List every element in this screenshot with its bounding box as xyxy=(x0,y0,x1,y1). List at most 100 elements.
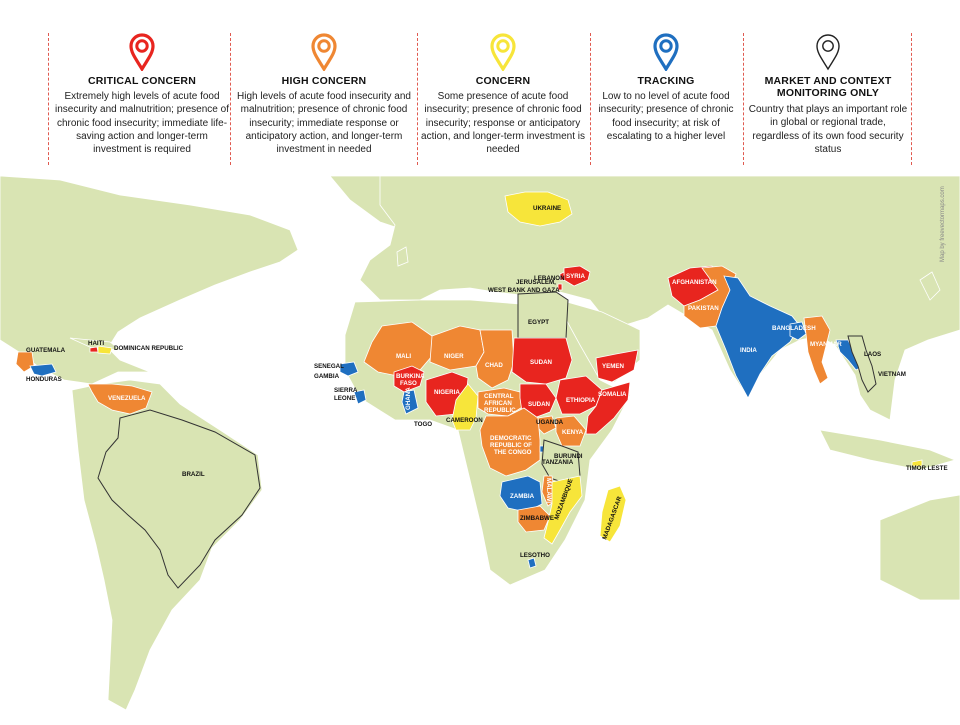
country-central-african-republic xyxy=(477,387,525,417)
label-vietnam: VIETNAM xyxy=(878,371,906,378)
country-burkina-faso xyxy=(393,365,425,393)
legend-title: CONCERN xyxy=(475,75,531,87)
australia xyxy=(879,494,960,601)
label-zambia: ZAMBIA xyxy=(510,493,535,500)
label-togo: TOGO xyxy=(414,421,432,428)
legend-separator xyxy=(417,33,418,165)
legend-description: Low to no level of acute food insecurity… xyxy=(598,91,734,142)
legend-description: High levels of acute food insecurity and… xyxy=(237,91,411,156)
legend-title: HIGH CONCERN xyxy=(281,75,367,87)
legend-separator xyxy=(230,33,231,165)
label-zimbabwe: ZIMBABWE xyxy=(520,515,554,522)
label-gambia: GAMBIA xyxy=(314,373,340,380)
label-burundi: BURUNDI xyxy=(554,453,583,460)
label-west-bank-gaza: WEST BANK AND GAZA xyxy=(488,287,560,294)
legend-title: CRITICAL CONCERN xyxy=(87,75,196,87)
label-laos: LAOS xyxy=(864,351,881,358)
indonesia xyxy=(819,429,957,471)
country-ghana xyxy=(401,389,419,415)
label-syria: SYRIA xyxy=(566,273,585,280)
country-bangladesh xyxy=(789,321,807,341)
label-tanzania: TANZANIA xyxy=(542,459,574,466)
country-ukraine xyxy=(504,191,573,227)
country-south-sudan xyxy=(519,383,557,419)
legend-panel: CRITICAL CONCERN Extremely high levels o… xyxy=(0,0,960,172)
label-car-2: AFRICAN xyxy=(484,400,512,407)
label-ethiopia: ETHIOPIA xyxy=(566,397,596,404)
map-pin-icon xyxy=(653,33,679,71)
label-mali: MALI xyxy=(396,353,411,360)
legend-item-critical: CRITICAL CONCERN Extremely high levels o… xyxy=(54,33,230,165)
label-drc-1: DEMOCRATIC xyxy=(490,435,532,442)
label-sierra: SIERRA xyxy=(334,387,358,394)
label-car-1: CENTRAL xyxy=(484,393,514,400)
country-sudan xyxy=(511,337,573,385)
country-lebanon xyxy=(559,271,565,281)
legend-description: Country that plays an important role in … xyxy=(748,104,908,155)
country-drc xyxy=(479,407,541,477)
label-india: INDIA xyxy=(740,347,757,354)
country-west-bank-gaza xyxy=(557,283,563,291)
label-myanmar: MYANMAR xyxy=(810,341,842,348)
label-somalia: SOMALIA xyxy=(598,391,627,398)
country-guatemala xyxy=(15,351,35,373)
country-ethiopia xyxy=(555,375,603,415)
map-credit: Map by freevectormaps.com xyxy=(940,186,946,262)
country-vietnam xyxy=(847,335,877,393)
label-cameroon: CAMEROON xyxy=(446,417,483,424)
legend-item-high: HIGH CONCERN High levels of acute food i… xyxy=(232,33,416,165)
label-niger: NIGER xyxy=(444,353,464,360)
legend-title: TRACKING xyxy=(637,75,695,87)
label-bangladesh: BANGLADESH xyxy=(772,325,816,332)
country-egypt xyxy=(517,291,569,339)
country-myanmar xyxy=(803,315,831,385)
country-chad xyxy=(475,329,515,389)
map-pin-icon xyxy=(311,33,337,71)
country-mozambique xyxy=(543,475,583,545)
country-madagascar xyxy=(599,485,627,543)
legend-separator xyxy=(743,33,744,165)
legend-separator xyxy=(911,33,912,165)
label-ghana: GHANA xyxy=(405,387,412,410)
label-ukraine: UKRAINE xyxy=(533,205,561,212)
country-yemen xyxy=(595,349,639,383)
label-chad: CHAD xyxy=(485,362,503,369)
country-haiti xyxy=(89,346,99,353)
country-senegal xyxy=(339,361,359,377)
label-senegal: SENEGAL xyxy=(314,363,344,370)
legend-item-tracking: TRACKING Low to no level of acute food i… xyxy=(592,33,740,165)
country-venezuela xyxy=(87,383,153,415)
country-india xyxy=(715,275,801,399)
country-timor-leste xyxy=(911,459,923,467)
label-brazil: BRAZIL xyxy=(182,471,205,478)
japan xyxy=(919,271,941,301)
label-burkina: BURKINA xyxy=(396,373,425,380)
countries xyxy=(15,191,923,589)
label-car-3: REPUBLIC xyxy=(484,407,516,414)
label-malawi: MALAWI xyxy=(545,478,552,503)
country-pakistan xyxy=(683,265,737,329)
label-kenya: KENYA xyxy=(562,429,584,436)
label-south-sudan: SUDAN xyxy=(528,401,551,408)
legend-description: Extremely high levels of acute food inse… xyxy=(55,91,229,156)
legend-description: Some presence of acute food insecurity; … xyxy=(421,91,585,156)
label-egypt: EGYPT xyxy=(528,319,549,326)
map-pin-outline-icon xyxy=(816,34,840,71)
label-leone: LEONE xyxy=(334,395,355,402)
label-drc-2: REPUBLIC OF xyxy=(490,442,532,449)
label-honduras: HONDURAS xyxy=(26,376,62,383)
label-yemen: YEMEN xyxy=(602,363,625,370)
label-pakistan: PAKISTAN xyxy=(688,305,719,312)
label-lesotho: LESOTHO xyxy=(520,552,550,559)
country-lesotho xyxy=(527,557,537,569)
country-dominican-republic xyxy=(97,345,113,355)
country-zimbabwe xyxy=(517,505,551,533)
label-nigeria: NIGERIA xyxy=(434,389,460,396)
legend-separator xyxy=(48,33,49,165)
label-timor-leste: TIMOR LESTE xyxy=(906,465,948,472)
label-jerusalem: JERUSALEM, xyxy=(516,279,556,286)
country-honduras xyxy=(29,363,57,377)
legend-item-concern: CONCERN Some presence of acute food inse… xyxy=(420,33,586,165)
country-kenya xyxy=(555,415,587,447)
uk xyxy=(396,246,409,267)
